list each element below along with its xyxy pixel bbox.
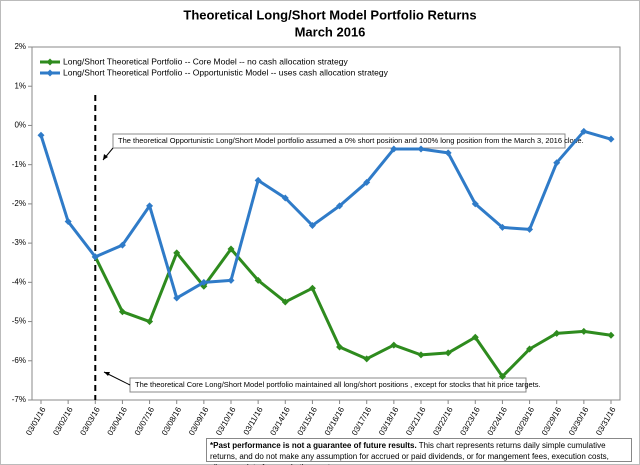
plot-area: [31, 46, 621, 401]
x-tick-label: 03/14/16: [268, 405, 292, 437]
point: [607, 331, 615, 339]
x-tick-label: 03/11/16: [242, 405, 265, 436]
point: [336, 202, 344, 210]
point: [580, 127, 588, 135]
point: [526, 225, 534, 233]
x-tick-label: 03/31/16: [594, 405, 618, 437]
point: [173, 294, 181, 302]
y-tick-label: -3%: [12, 238, 26, 247]
point: [254, 276, 262, 284]
x-tick-label: 03/17/16: [350, 405, 374, 437]
x-tick-label: 03/09/16: [187, 405, 211, 437]
arrowhead: [103, 154, 108, 160]
footnote-text: This chart represents returns daily simp…: [210, 441, 609, 465]
y-tick-label: -2%: [12, 199, 26, 208]
point: [607, 135, 615, 143]
point: [281, 194, 289, 202]
x-tick-label: 03/21/16: [404, 405, 428, 437]
point: [444, 149, 452, 157]
legend-label: Long/Short Theoretical Portfolio -- Core…: [63, 56, 348, 66]
y-tick-label: 1%: [14, 81, 26, 90]
point: [417, 145, 425, 153]
point: [390, 145, 398, 153]
chart-title: Theoretical Long/Short Model Portfolio R…: [183, 7, 476, 22]
x-tick-label: 03/03/16: [78, 405, 102, 437]
arrowhead: [104, 372, 110, 376]
x-tick-label: 03/08/16: [160, 405, 184, 437]
point: [471, 200, 479, 208]
x-tick-label: 03/23/16: [458, 405, 482, 437]
point: [146, 318, 154, 326]
x-tick-label: 03/28/16: [513, 405, 537, 437]
point: [417, 351, 425, 359]
point: [363, 355, 371, 363]
y-tick-label: -5%: [12, 317, 26, 326]
annotation: The theoretical Core Long/Short Model po…: [135, 380, 541, 389]
point: [471, 333, 479, 341]
point: [118, 308, 126, 316]
x-tick-label: 03/29/16: [540, 405, 564, 437]
x-tick-label: 03/30/16: [567, 405, 591, 437]
annotation: The theoretical Opportunistic Long/Short…: [118, 136, 584, 145]
footnote-bold: *Past performance is not a guarantee of …: [210, 441, 417, 450]
point: [444, 349, 452, 357]
point: [308, 221, 316, 229]
point: [37, 131, 45, 139]
series-line: [39, 129, 612, 300]
legend-marker: [46, 69, 54, 77]
point: [553, 159, 561, 167]
point: [118, 241, 126, 249]
y-tick-label: -4%: [12, 277, 26, 286]
x-tick-label: 03/22/16: [431, 405, 455, 437]
y-tick-label: -7%: [12, 395, 26, 404]
y-tick-label: -6%: [12, 356, 26, 365]
series-line: [93, 247, 612, 378]
point: [308, 284, 316, 292]
x-tick-label: 03/01/16: [24, 405, 48, 437]
point: [200, 278, 208, 286]
point: [227, 276, 235, 284]
annotation-box: [112, 133, 566, 149]
point: [91, 253, 99, 261]
point: [336, 343, 344, 351]
x-tick-label: 03/02/16: [51, 405, 75, 437]
x-tick-label: 03/16/16: [323, 405, 347, 437]
point: [580, 327, 588, 335]
legend-label: Long/Short Theoretical Portfolio -- Oppo…: [63, 67, 389, 77]
point: [526, 345, 534, 353]
point: [146, 202, 154, 210]
legend-marker: [46, 58, 54, 66]
point: [553, 329, 561, 337]
point: [254, 176, 262, 184]
point: [498, 372, 506, 380]
y-tick-label: -1%: [12, 160, 26, 169]
point: [64, 218, 72, 226]
y-tick-label: 0%: [14, 121, 26, 130]
y-tick-label: 2%: [14, 42, 26, 51]
x-tick-label: 03/07/16: [133, 405, 157, 437]
point: [498, 223, 506, 231]
x-tick-label: 03/15/16: [296, 405, 320, 437]
x-tick-label: 03/18/16: [377, 405, 401, 437]
x-tick-label: 03/04/16: [106, 405, 130, 437]
point: [227, 245, 235, 253]
point: [390, 341, 398, 349]
point: [281, 298, 289, 306]
x-tick-label: 03/24/16: [486, 405, 510, 437]
x-tick-label: 03/10/16: [214, 405, 238, 437]
footnote: *Past performance is not a guarantee of …: [206, 438, 632, 465]
chart-subtitle: March 2016: [295, 24, 366, 39]
point: [173, 249, 181, 257]
point: [363, 178, 371, 186]
